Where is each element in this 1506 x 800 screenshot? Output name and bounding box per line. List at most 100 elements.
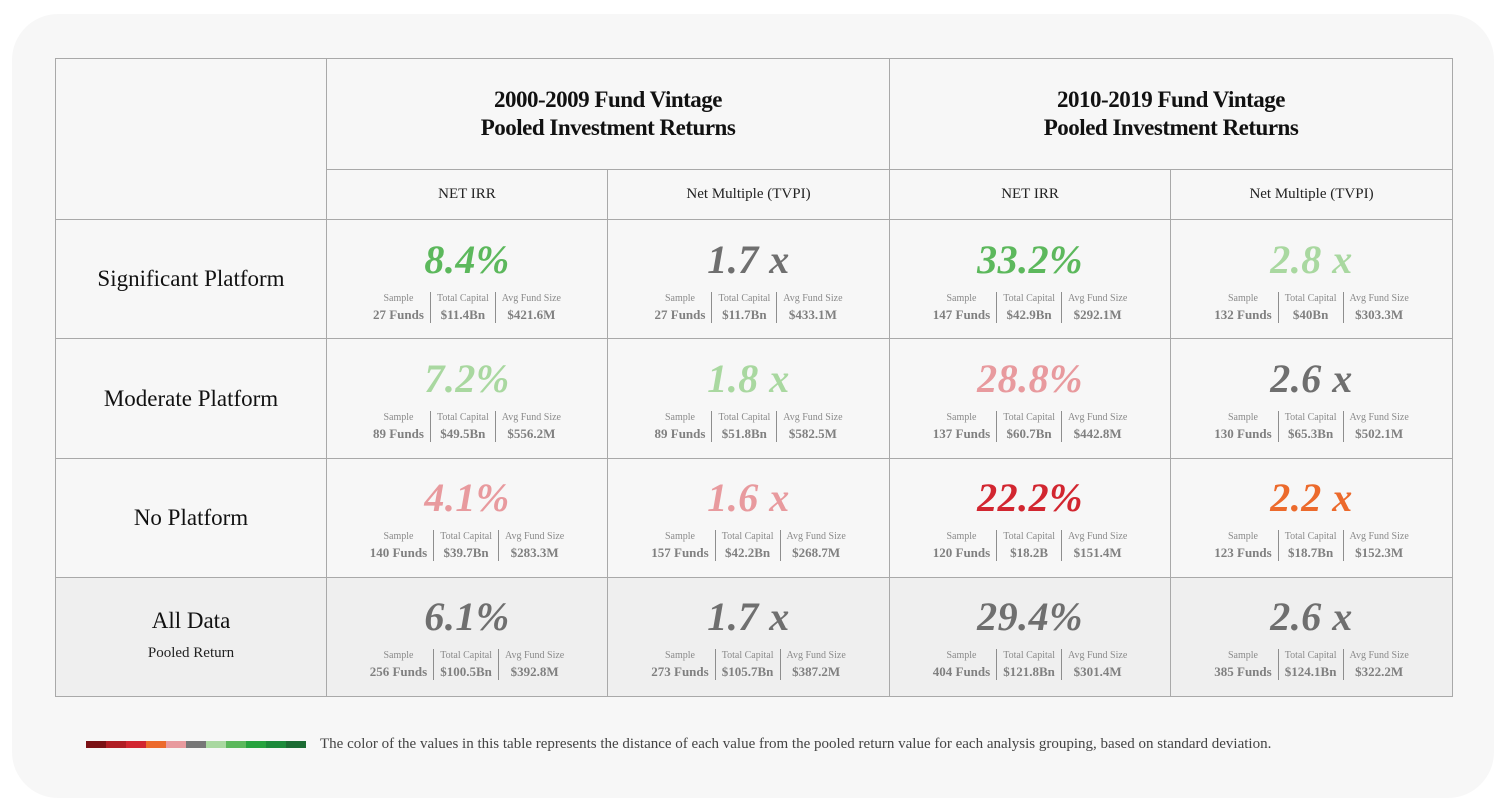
stat-sample: Sample 147 Funds [927,292,996,323]
value-cell: 1.7 x Sample 27 Funds Total Capital $11.7Bn A… [606,219,891,340]
stat-value: $268.7M [792,545,841,561]
row-label-cell: Moderate Platform [55,338,327,459]
vintage-title: 2010-2019 Fund Vintage Pooled Investment… [1043,87,1299,141]
stat-avg: Avg Fund Size $152.3M [1342,530,1415,562]
stat-label: Avg Fund Size [501,292,561,304]
stat-value: 256 Funds [369,664,428,680]
stats-group: Sample 120 Funds Total Capital $18.2B Avg Fu… [890,530,1170,562]
stat-value: $152.3M [1355,545,1404,561]
stat-label: Total Capital [1284,412,1337,424]
stat-value: 27 Funds [372,306,424,322]
stat-avg: Avg Fund Size $303.3M [1342,291,1415,323]
stat-label: Total Capital [440,531,492,543]
return-value: 6.1% [424,594,510,640]
stat-label: Avg Fund Size [1349,650,1409,662]
stat-value: $303.3M [1355,306,1404,322]
stat-value: $283.3M [510,545,559,561]
stat-label: Avg Fund Size [504,531,565,543]
value-cell: 29.4% Sample 404 Funds Total Capital $121.8B… [889,576,1172,698]
stat-value: 273 Funds [651,664,709,680]
stat-label: Sample [383,531,414,543]
stat-label: Total Capital [1003,531,1055,543]
stat-avg: Avg Fund Size $392.8M [497,649,570,681]
return-value: 22.2% [977,475,1083,521]
legend-swatch [86,741,106,748]
value-cell: 22.2% Sample 120 Funds Total Capital $18.2B A… [889,457,1172,578]
stat-value: $60.7Bn [1006,426,1052,442]
stat-sample: Sample 140 Funds [364,530,433,561]
stat-sample: Sample 123 Funds [1208,530,1277,561]
stat-label: Sample [1227,292,1258,304]
vintage-header-2000: 2000-2009 Fund Vintage Pooled Investment… [325,57,891,171]
metric-header: Net Multiple (TVPI) [1170,169,1454,221]
return-value: 4.1% [424,475,510,521]
value-cell: 1.8 x Sample 89 Funds Total Capital $51.8Bn A… [606,338,891,459]
row-label-cell: Significant Platform [55,219,327,340]
stat-value: $433.1M [788,306,837,322]
legend-swatch [226,741,246,748]
stat-avg: Avg Fund Size $301.4M [1061,649,1133,681]
stat-value: $151.4M [1073,545,1122,561]
stat-sample: Sample 27 Funds [367,292,430,323]
return-value: 8.4% [424,236,510,282]
stat-capital: Total Capital $11.4Bn [429,291,495,323]
stat-capital: Total Capital $42.9Bn [996,291,1061,323]
stat-label: Total Capital [718,292,771,304]
stat-avg: Avg Fund Size $151.4M [1061,530,1133,562]
value-cell: 2.6 x Sample 385 Funds Total Capital $124.1B… [1170,576,1454,698]
stat-value: $121.8Bn [1003,664,1055,680]
stat-value: $105.7Bn [721,664,774,680]
stat-label: Total Capital [1284,292,1337,304]
legend-note: The color of the values in this table re… [320,736,1272,752]
stat-sample: Sample 385 Funds [1208,649,1277,680]
return-value: 2.8 x [1270,236,1353,282]
color-scale-legend [86,741,306,748]
value-cell: 4.1% Sample 140 Funds Total Capital $39.7Bn A… [326,457,608,578]
stat-label: Total Capital [1003,412,1055,424]
stat-capital: Total Capital $51.8Bn [711,411,776,443]
stat-label: Sample [946,292,977,304]
stat-value: $49.5Bn [440,426,486,442]
stat-label: Sample [664,650,695,662]
stat-capital: Total Capital $49.5Bn [429,411,495,443]
stat-avg: Avg Fund Size $502.1M [1342,411,1415,443]
stat-value: $42.9Bn [1006,306,1052,322]
legend-swatch [206,741,226,748]
stats-group: Sample 123 Funds Total Capital $18.7Bn Avg F… [1171,530,1452,562]
stat-label: Sample [664,412,695,424]
stat-capital: Total Capital $100.5Bn [433,649,498,681]
return-value: 28.8% [977,356,1083,402]
stat-capital: Total Capital $39.7Bn [433,530,498,562]
stat-value: 132 Funds [1214,306,1272,322]
row-label: Moderate Platform [103,385,279,411]
value-cell: 33.2% Sample 147 Funds Total Capital $42.9Bn… [889,219,1172,340]
stat-label: Total Capital [1284,531,1337,543]
legend-swatch [186,741,206,748]
data-rows: Significant Platform 8.4% Sample 27 Funds To… [55,219,1454,698]
stat-sample: Sample 120 Funds [927,530,996,561]
stat-value: $502.1M [1355,426,1404,442]
value-cell: 6.1% Sample 256 Funds Total Capital $100.5Bn… [326,576,608,698]
stat-value: 147 Funds [932,306,991,322]
stat-label: Total Capital [436,292,489,304]
stats-group: Sample 404 Funds Total Capital $121.8Bn Avg … [890,649,1170,681]
stat-value: $11.4Bn [440,306,486,322]
value-cell: 2.6 x Sample 130 Funds Total Capital $65.3Bn… [1170,338,1454,459]
stat-value: 89 Funds [372,426,424,442]
stat-capital: Total Capital $40Bn [1277,291,1343,323]
stat-value: $582.5M [788,426,837,442]
corner-cell [55,57,327,221]
stat-label: Avg Fund Size [1349,531,1409,543]
stat-label: Total Capital [1003,292,1055,304]
legend-swatch [126,741,146,748]
stat-value: 404 Funds [932,664,991,680]
stat-capital: Total Capital $105.7Bn [714,649,780,681]
stat-sample: Sample 132 Funds [1208,292,1277,323]
stat-label: Sample [1227,650,1258,662]
stat-label: Avg Fund Size [786,650,846,662]
stat-sample: Sample 89 Funds [649,411,712,442]
stat-value: $556.2M [507,426,556,442]
stat-capital: Total Capital $42.2Bn [714,530,780,562]
stat-capital: Total Capital $124.1Bn [1277,649,1343,681]
stat-sample: Sample 273 Funds [645,649,714,680]
